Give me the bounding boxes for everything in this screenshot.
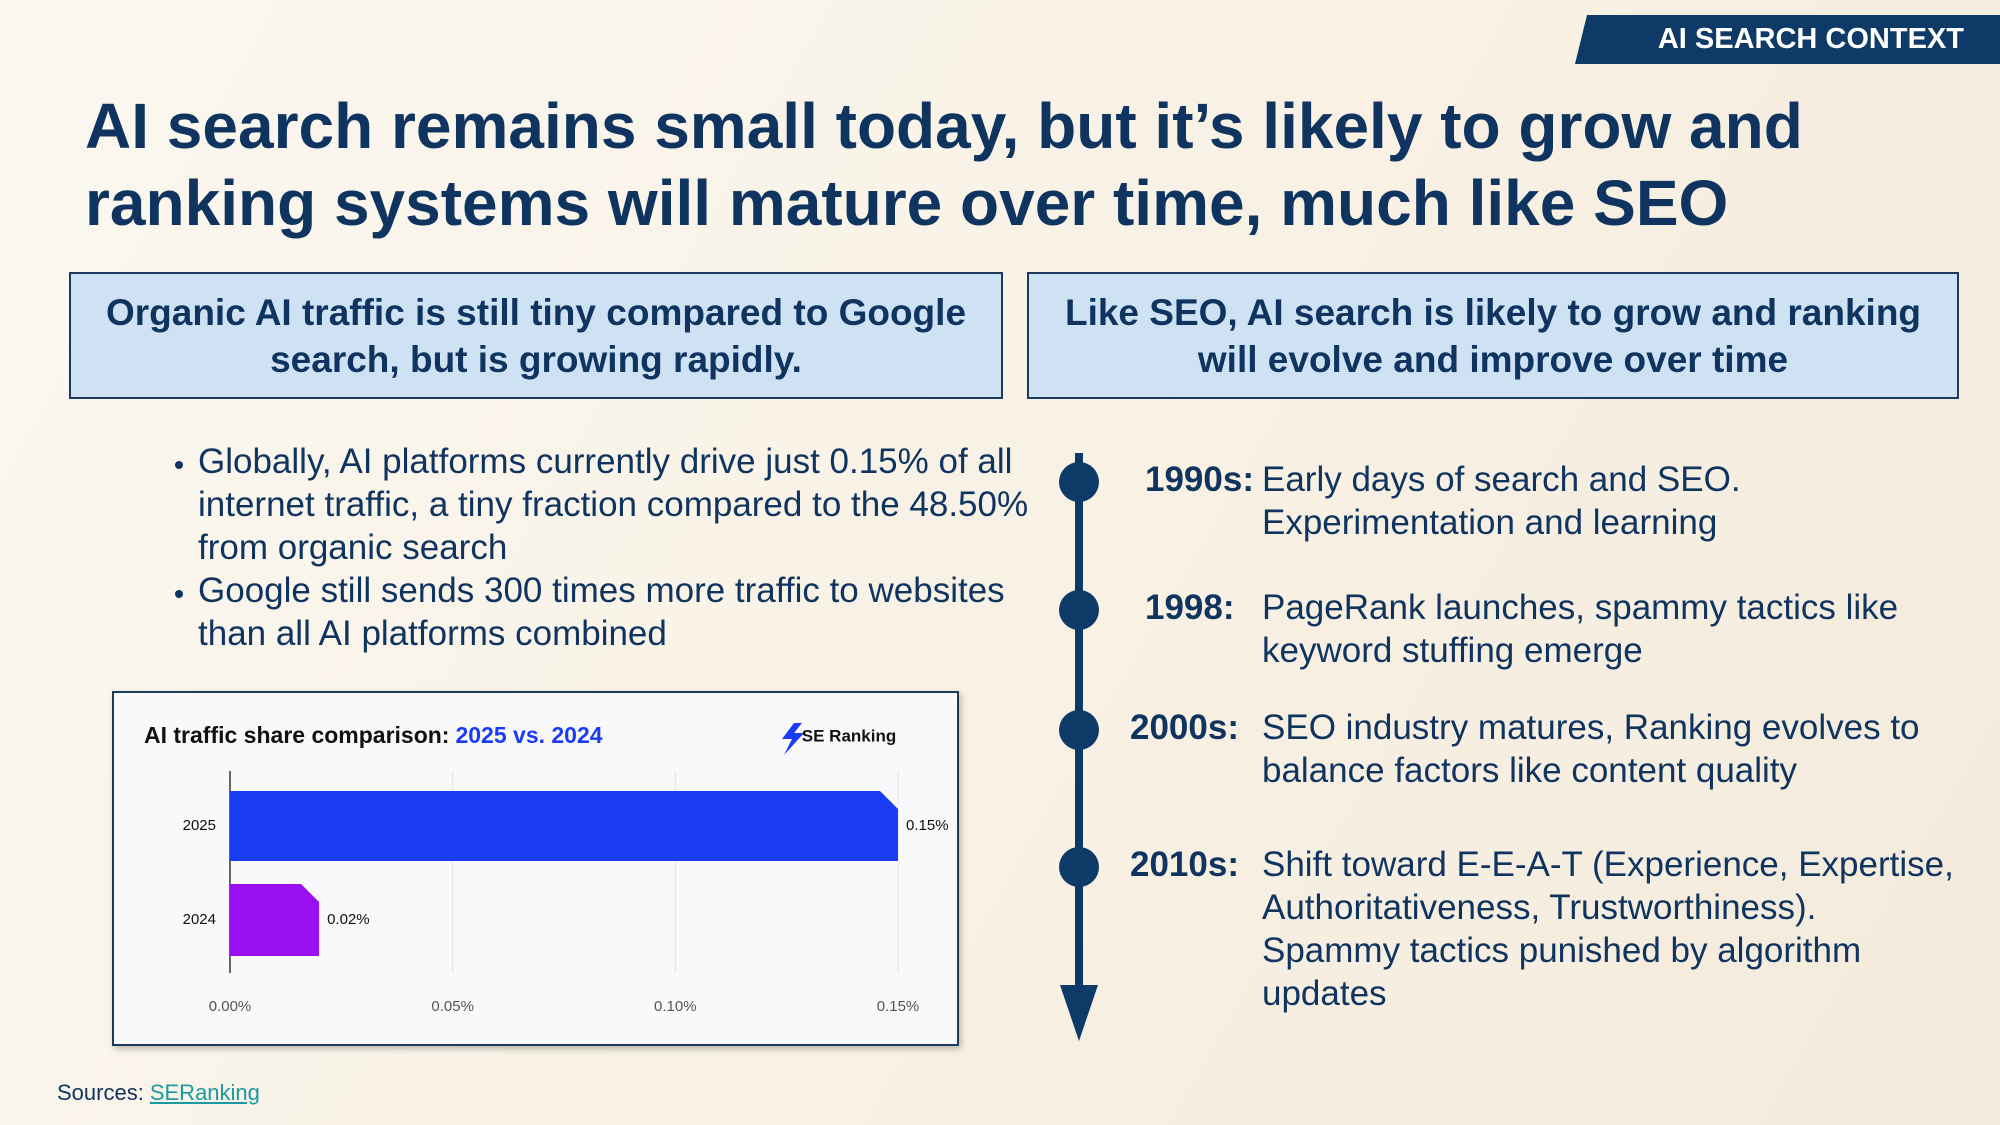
sources: Sources: SERanking [57,1080,260,1106]
timeline-dot [1059,710,1099,750]
timeline-arrow [1060,985,1098,1041]
chart-title-highlight: 2025 vs. 2024 [455,722,602,748]
right-heading: Like SEO, AI search is likely to grow an… [1064,291,1922,380]
bullet: Globally, AI platforms currently drive j… [198,440,1068,569]
value-label: 0.02% [327,911,370,928]
bar [230,884,320,956]
left-heading: Organic AI traffic is still tiny compare… [105,291,967,380]
right-heading-box: Like SEO, AI search is likely to grow an… [1027,272,1959,399]
x-tick-label: 0.15% [877,998,920,1015]
slide-title: AI search remains small today, but it’s … [85,90,1803,239]
bar [230,791,898,861]
value-label: 0.15% [906,817,949,834]
timeline-period: 2000s: [1130,708,1239,747]
left-heading-box: Organic AI traffic is still tiny compare… [69,272,1003,399]
timeline-period: 1998: [1145,588,1235,627]
timeline-period: 1990s: [1145,460,1254,499]
chart-card: AI traffic share comparison: 2025 vs. 202… [112,691,959,1046]
brand-name: SE Ranking [802,726,896,745]
timeline-dot [1059,847,1099,887]
x-tick-label: 0.05% [431,998,474,1015]
timeline-text: Shift toward E-E-A-T (Experience, Expert… [1262,845,1954,1013]
timeline-period: 2010s: [1130,845,1239,884]
timeline-dot [1059,590,1099,630]
source-link[interactable]: SERanking [149,1080,260,1105]
timeline-dot [1059,462,1099,502]
x-tick-label: 0.10% [654,998,697,1015]
sources-label: Sources: [57,1080,144,1105]
chart-title-main: AI traffic share comparison: [144,722,449,748]
chart: AI traffic share comparison: 2025 vs. 202… [144,722,949,1015]
chart-title: AI traffic share comparison: 2025 vs. 202… [144,722,603,748]
x-tick-label: 0.00% [209,998,252,1015]
bullet: Google still sends 300 times more traffi… [198,569,1068,655]
timeline-text: SEO industry matures, Ranking evolves to… [1262,708,1920,790]
section-tag: AI SEARCH CONTEXT [1575,15,2000,64]
brand-logo [782,723,804,755]
y-tick-label: 2024 [183,911,216,928]
bullet-list: Globally, AI platforms currently drive j… [130,440,1068,655]
timeline-text: PageRank launches, spammy tactics like k… [1262,588,1899,670]
timeline-text: Early days of search and SEO. Experiment… [1262,460,1741,542]
y-tick-label: 2025 [183,817,216,834]
